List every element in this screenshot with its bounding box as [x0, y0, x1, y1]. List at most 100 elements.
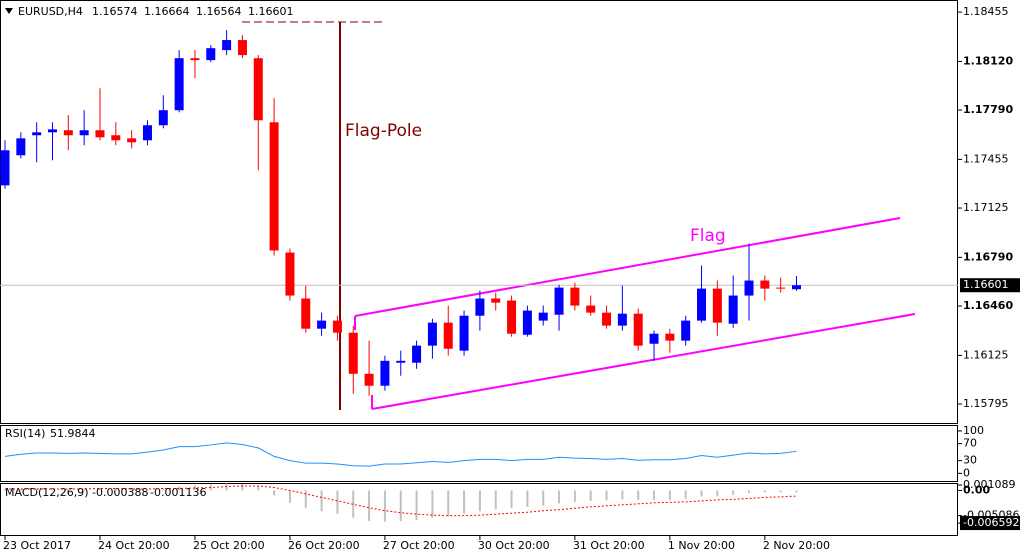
candle-body	[16, 138, 26, 156]
candle-body	[317, 320, 327, 329]
macd-bar	[605, 490, 608, 501]
y-tick-label: 1.15795	[963, 397, 1009, 410]
macd-bar	[542, 490, 545, 506]
macd-bar	[415, 490, 418, 521]
candle-body	[348, 332, 358, 374]
price-box	[960, 278, 1020, 293]
candle-body	[760, 280, 770, 289]
candle-body	[364, 373, 374, 386]
macd-bar	[748, 490, 751, 493]
flag-lower	[371, 313, 916, 410]
macd-bar	[383, 490, 386, 522]
macd-bar	[146, 488, 149, 491]
x-tick-label: 24 Oct 20:00	[98, 539, 170, 552]
candle-body	[222, 40, 232, 51]
main-panel	[0, 0, 958, 424]
candle-body	[491, 298, 501, 303]
candle-body	[396, 360, 406, 363]
candle-body	[237, 40, 247, 56]
y-tick-label: 100	[963, 424, 984, 437]
y-tick-label: 0	[963, 466, 970, 479]
candle-body	[427, 322, 437, 346]
macd-bar	[257, 486, 260, 491]
macd-bar	[700, 490, 703, 497]
candle-body	[617, 313, 627, 326]
y-tick-label: 30	[963, 454, 977, 467]
macd-bar	[653, 490, 656, 500]
candle-body	[0, 150, 10, 186]
macd-bar	[98, 488, 101, 491]
y-tick-label: 1.16460	[963, 299, 1013, 312]
x-tick-label: 1 Nov 20:00	[668, 539, 735, 552]
x-tick-label: 25 Oct 20:00	[193, 539, 265, 552]
macd-bar	[447, 490, 450, 517]
candle-body	[111, 135, 121, 141]
y-tick-label: 1.17125	[963, 201, 1009, 214]
candle-body	[332, 320, 342, 333]
macd-bar	[431, 490, 434, 518]
y-tick-label: -0.006592	[963, 516, 1019, 529]
macd-bar	[716, 490, 719, 497]
macd-bar	[336, 490, 339, 514]
macd-bar	[130, 488, 133, 491]
macd-bar	[668, 490, 671, 500]
candle-body	[475, 298, 485, 316]
macd-bar	[779, 490, 782, 493]
macd-bar	[763, 490, 766, 493]
x-tick-label: 30 Oct 20:00	[478, 539, 550, 552]
y-tick-label: 70	[963, 437, 977, 450]
candle-body	[586, 305, 596, 313]
y-tick-label: 1.18120	[963, 54, 1013, 67]
x-tick-label: 27 Oct 20:00	[383, 539, 455, 552]
y-tick-label: 1.16790	[963, 250, 1013, 263]
candle-body	[728, 295, 738, 324]
candle-body	[697, 288, 707, 321]
candle-body	[554, 287, 564, 315]
flag-label: Flag	[690, 226, 726, 246]
macd-bar	[478, 490, 481, 512]
macd-bar	[558, 490, 561, 504]
macd-bar	[368, 490, 371, 522]
macd-bar	[589, 490, 592, 501]
menu-arrow[interactable]	[5, 8, 13, 14]
macd-title: MACD(12,26,9)	[5, 486, 89, 499]
rsi-value: 51.9844	[50, 427, 96, 440]
macd-bar	[732, 490, 735, 495]
macd-bar	[273, 490, 276, 496]
macd-bar	[288, 490, 291, 503]
x-tick-label: 23 Oct 2017	[3, 539, 71, 552]
candle-body	[79, 130, 89, 136]
candle-body	[602, 312, 612, 326]
candle-body	[633, 313, 643, 346]
candle-body	[649, 333, 659, 344]
macd-bar	[162, 487, 165, 491]
candle-body	[190, 58, 200, 61]
macd-bar	[795, 490, 798, 493]
macd-value: -0.000388	[92, 486, 148, 499]
candle-body	[380, 360, 390, 386]
candle-body	[681, 320, 691, 341]
macd-bar	[637, 490, 640, 500]
rsi-line	[4, 442, 797, 467]
low-value: 1.16564	[196, 5, 242, 18]
candle-body	[665, 333, 675, 341]
candle-body	[776, 287, 786, 289]
macd-bar	[684, 490, 687, 499]
macd-bar	[494, 490, 497, 510]
rsi-title: RSI(14)	[5, 427, 45, 440]
candle-body	[538, 312, 548, 321]
candle-body	[712, 288, 722, 323]
candle-body	[127, 138, 137, 143]
candle-body	[412, 345, 422, 363]
candle-body	[285, 252, 295, 296]
value-box	[960, 516, 1020, 531]
y-tick-label: 0.001089	[963, 478, 1016, 491]
flag-upper	[354, 217, 901, 317]
high-value: 1.16664	[144, 5, 190, 18]
macd-bar	[621, 490, 624, 500]
x-tick-label: 2 Nov 20:00	[763, 539, 830, 552]
y-tick-label: 1.17790	[963, 103, 1013, 116]
candle-body	[253, 58, 263, 121]
flag-pole-label: Flag-Pole	[345, 121, 422, 141]
macd-bar	[83, 488, 86, 491]
